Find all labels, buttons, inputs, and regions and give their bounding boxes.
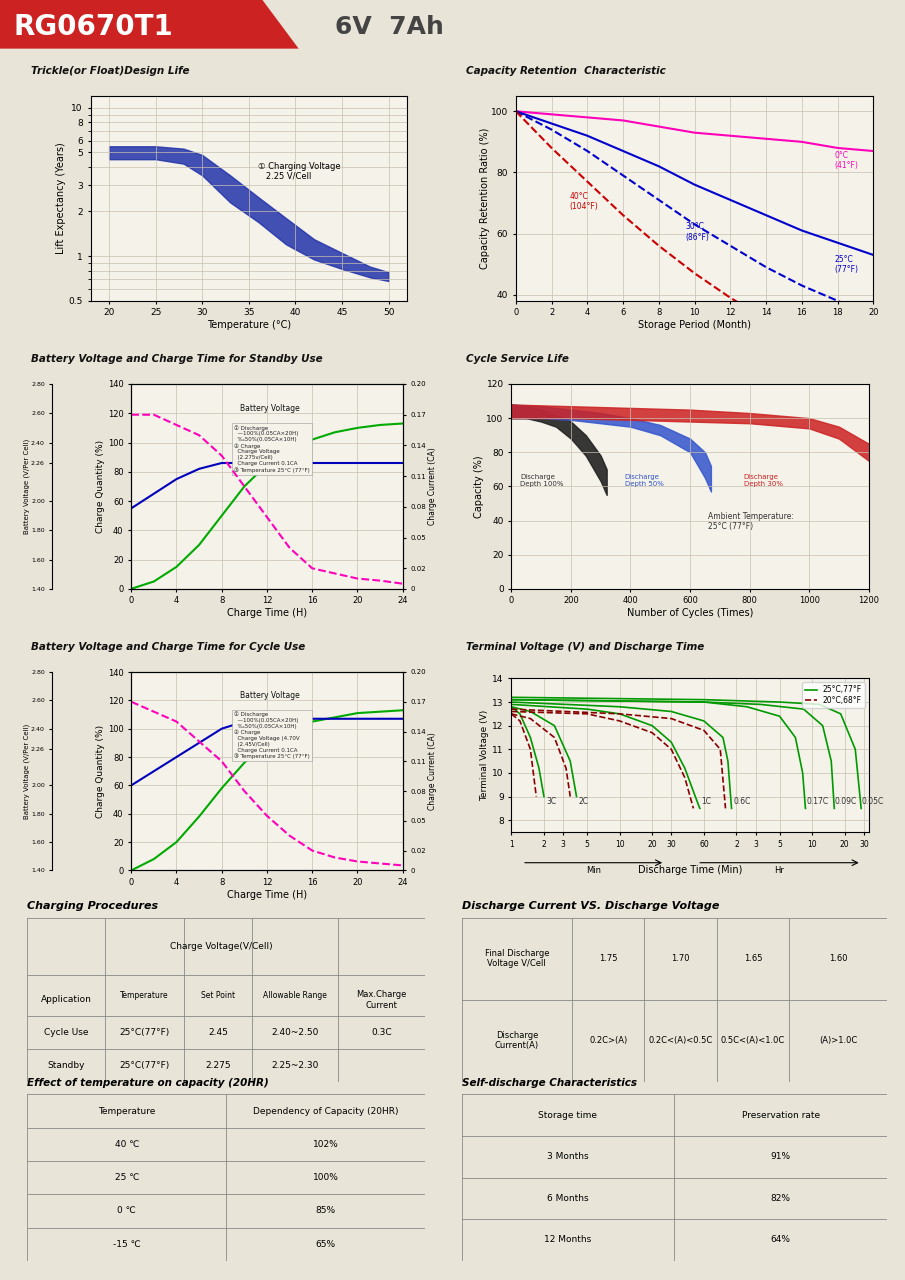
Y-axis label: Charge Quantity (%): Charge Quantity (%) — [96, 440, 105, 532]
Text: 1.75: 1.75 — [599, 954, 617, 964]
Text: 3C: 3C — [547, 796, 557, 805]
Text: 0 ℃: 0 ℃ — [118, 1206, 136, 1216]
Y-axis label: Battery Voltage (V/Per Cell): Battery Voltage (V/Per Cell) — [24, 723, 30, 819]
X-axis label: Charge Time (H): Charge Time (H) — [227, 890, 307, 900]
Text: 3 Months: 3 Months — [548, 1152, 588, 1161]
Text: Battery Voltage and Charge Time for Standby Use: Battery Voltage and Charge Time for Stan… — [31, 353, 323, 364]
Text: Effect of temperature on capacity (20HR): Effect of temperature on capacity (20HR) — [27, 1078, 269, 1088]
Text: 0.6C: 0.6C — [733, 796, 750, 805]
Text: 40 ℃: 40 ℃ — [115, 1139, 138, 1149]
Text: ① Discharge
  —100%(0.05CA×20H)
  ‰50%(0.05CA×10H)
② Charge
  Charge Voltage (4.: ① Discharge —100%(0.05CA×20H) ‰50%(0.05C… — [234, 712, 310, 759]
Polygon shape — [0, 0, 299, 49]
Text: 25°C(77°F): 25°C(77°F) — [119, 1061, 170, 1070]
Text: 40°C
(104°F): 40°C (104°F) — [569, 192, 598, 211]
Text: Charge Voltage(V/Cell): Charge Voltage(V/Cell) — [170, 942, 272, 951]
Text: 0.3C: 0.3C — [371, 1028, 392, 1037]
Text: 2.275: 2.275 — [205, 1061, 231, 1070]
Text: Application: Application — [41, 995, 91, 1005]
Text: 30°C
(86°F): 30°C (86°F) — [686, 223, 710, 242]
Text: Self-discharge Characteristics: Self-discharge Characteristics — [462, 1078, 636, 1088]
Text: Cycle Service Life: Cycle Service Life — [466, 353, 568, 364]
Text: Temperature: Temperature — [120, 991, 169, 1000]
Text: Battery Voltage: Battery Voltage — [240, 403, 300, 412]
Y-axis label: Lift Expectancy (Years): Lift Expectancy (Years) — [56, 142, 66, 255]
X-axis label: Temperature (°C): Temperature (°C) — [207, 320, 291, 330]
Text: 102%: 102% — [313, 1139, 338, 1149]
Text: Terminal Voltage (V) and Discharge Time: Terminal Voltage (V) and Discharge Time — [466, 641, 704, 652]
Text: Discharge
Depth 100%: Discharge Depth 100% — [520, 475, 564, 488]
Text: 2.40~2.50: 2.40~2.50 — [272, 1028, 319, 1037]
Text: Allowable Range: Allowable Range — [263, 991, 327, 1000]
Text: -15 ℃: -15 ℃ — [113, 1239, 140, 1249]
Text: Ambient Temperature:
25°C (77°F): Ambient Temperature: 25°C (77°F) — [708, 512, 794, 531]
Text: Standby: Standby — [47, 1061, 85, 1070]
Text: Cycle Use: Cycle Use — [43, 1028, 88, 1037]
Text: 1C: 1C — [701, 796, 711, 805]
Text: Trickle(or Float)Design Life: Trickle(or Float)Design Life — [31, 65, 190, 76]
Text: 1.65: 1.65 — [744, 954, 762, 964]
Y-axis label: Capacity (%): Capacity (%) — [473, 456, 483, 517]
Legend: 25°C,77°F, 20°C,68°F: 25°C,77°F, 20°C,68°F — [802, 682, 865, 708]
Text: 2C: 2C — [579, 796, 589, 805]
Y-axis label: Terminal Voltage (V): Terminal Voltage (V) — [481, 709, 490, 801]
Text: 65%: 65% — [316, 1239, 336, 1249]
Y-axis label: Charge Current (CA): Charge Current (CA) — [427, 732, 436, 810]
Text: Capacity Retention  Characteristic: Capacity Retention Characteristic — [466, 65, 665, 76]
Text: 1.60: 1.60 — [829, 954, 847, 964]
Text: ① Charging Voltage
   2.25 V/Cell: ① Charging Voltage 2.25 V/Cell — [259, 161, 341, 180]
Text: Temperature: Temperature — [98, 1106, 156, 1116]
X-axis label: Charge Time (H): Charge Time (H) — [227, 608, 307, 618]
Text: Final Discharge
Voltage V/Cell: Final Discharge Voltage V/Cell — [484, 948, 549, 969]
Text: 64%: 64% — [770, 1235, 791, 1244]
Text: 0.09C: 0.09C — [834, 796, 857, 805]
X-axis label: Number of Cycles (Times): Number of Cycles (Times) — [627, 608, 753, 618]
Text: 0.17C: 0.17C — [806, 796, 828, 805]
Text: Battery Voltage: Battery Voltage — [240, 691, 300, 700]
Text: 91%: 91% — [770, 1152, 791, 1161]
Text: Preservation rate: Preservation rate — [741, 1111, 820, 1120]
Text: 100%: 100% — [313, 1172, 338, 1183]
Text: 25°C
(77°F): 25°C (77°F) — [834, 255, 858, 274]
Text: Battery Voltage and Charge Time for Cycle Use: Battery Voltage and Charge Time for Cycl… — [31, 641, 305, 652]
Text: 82%: 82% — [770, 1194, 791, 1203]
Text: 2.45: 2.45 — [208, 1028, 228, 1037]
Text: Discharge
Depth 50%: Discharge Depth 50% — [624, 475, 663, 488]
Text: (A)>1.0C: (A)>1.0C — [819, 1036, 857, 1046]
X-axis label: Discharge Time (Min): Discharge Time (Min) — [638, 865, 742, 876]
Text: Storage time: Storage time — [538, 1111, 597, 1120]
Text: 25 ℃: 25 ℃ — [115, 1172, 138, 1183]
Text: 0.5C<(A)<1.0C: 0.5C<(A)<1.0C — [720, 1036, 785, 1046]
Text: Discharge
Depth 30%: Discharge Depth 30% — [744, 475, 783, 488]
Text: Dependency of Capacity (20HR): Dependency of Capacity (20HR) — [253, 1106, 398, 1116]
Y-axis label: Charge Quantity (%): Charge Quantity (%) — [96, 724, 105, 818]
Text: 0.2C>(A): 0.2C>(A) — [589, 1036, 627, 1046]
Text: 2.25~2.30: 2.25~2.30 — [272, 1061, 319, 1070]
Text: 6 Months: 6 Months — [548, 1194, 588, 1203]
Text: RG0670T1: RG0670T1 — [14, 13, 174, 41]
Y-axis label: Charge Current (CA): Charge Current (CA) — [427, 448, 436, 525]
Text: Max.Charge
Current: Max.Charge Current — [357, 989, 406, 1010]
Text: Min: Min — [586, 865, 601, 874]
Text: 12 Months: 12 Months — [544, 1235, 592, 1244]
Text: Hr: Hr — [775, 865, 785, 874]
X-axis label: Storage Period (Month): Storage Period (Month) — [638, 320, 751, 330]
Text: Discharge
Current(A): Discharge Current(A) — [495, 1030, 538, 1051]
Text: 25°C(77°F): 25°C(77°F) — [119, 1028, 170, 1037]
Text: 0.05C: 0.05C — [862, 796, 884, 805]
Text: 0°C
(41°F): 0°C (41°F) — [834, 151, 858, 170]
Text: Set Point: Set Point — [201, 991, 235, 1000]
Text: 0.2C<(A)<0.5C: 0.2C<(A)<0.5C — [649, 1036, 713, 1046]
Text: 6V  7Ah: 6V 7Ah — [335, 15, 443, 38]
Y-axis label: Battery Voltage (V/Per Cell): Battery Voltage (V/Per Cell) — [24, 439, 30, 534]
Text: 85%: 85% — [316, 1206, 336, 1216]
Y-axis label: Capacity Retention Ratio (%): Capacity Retention Ratio (%) — [480, 128, 490, 269]
Text: ① Discharge
  —100%(0.05CA×20H)
  ‰50%(0.05CA×10H)
② Charge
  Charge Voltage
  (: ① Discharge —100%(0.05CA×20H) ‰50%(0.05C… — [234, 425, 310, 472]
Text: 1.70: 1.70 — [672, 954, 690, 964]
Text: Charging Procedures: Charging Procedures — [27, 901, 158, 911]
Text: Discharge Current VS. Discharge Voltage: Discharge Current VS. Discharge Voltage — [462, 901, 719, 911]
